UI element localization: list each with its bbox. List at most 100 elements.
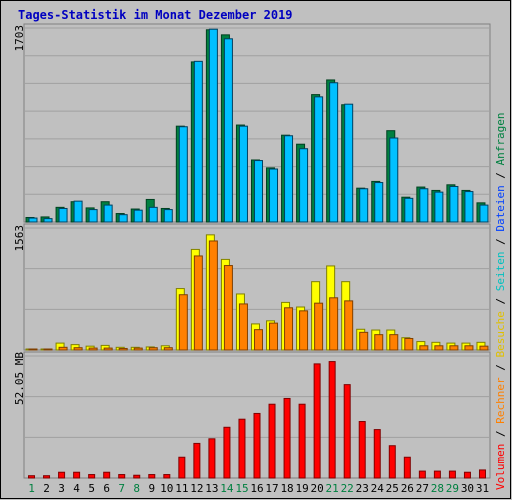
bar-volumen-day-29 [448, 470, 456, 479]
top-panel [23, 23, 491, 223]
legend-separator: / [494, 358, 507, 378]
bar-rechner-day-12 [193, 255, 203, 351]
bar-dateien-day-15 [238, 125, 248, 223]
x-tick-label-day-14: 14 [220, 482, 234, 495]
bottom-panel [23, 351, 491, 479]
legend-separator: / [494, 165, 507, 185]
bar-volumen-day-17 [268, 403, 276, 479]
x-tick-label-day-3: 3 [58, 482, 65, 495]
x-tick-label-day-2: 2 [43, 482, 50, 495]
bar-dateien-day-17 [269, 168, 279, 223]
x-tick-label-day-6: 6 [103, 482, 110, 495]
top-series-dateien [28, 28, 489, 223]
bar-volumen-day-12 [193, 442, 201, 479]
bar-rechner-day-29 [449, 345, 459, 351]
x-tick-label-day-27: 27 [416, 482, 429, 495]
x-tick-label-day-17: 17 [265, 482, 278, 495]
bar-dateien-day-31 [479, 204, 489, 223]
bar-rechner-day-16 [253, 329, 263, 351]
bar-dateien-day-10 [163, 209, 173, 223]
bar-rechner-day-31 [479, 345, 489, 351]
bar-volumen-day-4 [73, 471, 81, 479]
bar-rechner-day-2 [43, 348, 53, 351]
bar-dateien-day-9 [148, 206, 158, 223]
x-tick-label-day-12: 12 [190, 482, 203, 495]
x-tick-label-day-25: 25 [386, 482, 399, 495]
legend-separator: / [494, 291, 507, 311]
bar-volumen-day-9 [148, 474, 156, 479]
bar-volumen-day-30 [463, 471, 471, 479]
bar-dateien-day-21 [329, 82, 339, 223]
bar-rechner-day-13 [208, 240, 218, 351]
bar-volumen-day-10 [163, 474, 171, 479]
bar-rechner-day-19 [299, 310, 309, 351]
legend-volumen: Volumen [494, 444, 507, 490]
legend-anfragen: Anfragen [494, 112, 507, 165]
bar-dateien-day-6 [103, 204, 113, 223]
x-tick-label-day-31: 31 [476, 482, 489, 495]
bar-volumen-day-5 [88, 474, 96, 479]
bar-volumen-day-18 [283, 397, 291, 479]
bar-rechner-day-30 [464, 345, 474, 351]
legend-dateien: Dateien [494, 185, 507, 231]
x-tick-label-day-13: 13 [205, 482, 218, 495]
x-tick-label-day-30: 30 [461, 482, 474, 495]
bar-dateien-day-29 [449, 185, 459, 223]
bar-dateien-day-12 [193, 60, 203, 223]
x-tick-label-day-4: 4 [73, 482, 80, 495]
bar-dateien-day-19 [299, 148, 309, 223]
bar-dateien-day-4 [73, 200, 83, 223]
bar-rechner-day-25 [389, 334, 399, 351]
bar-dateien-day-14 [223, 38, 233, 223]
bottom-series-volumen [28, 361, 486, 479]
bar-volumen-day-3 [58, 471, 66, 479]
bar-volumen-day-21 [328, 361, 336, 479]
x-tick-label-day-8: 8 [133, 482, 140, 495]
bar-volumen-day-23 [358, 421, 366, 479]
x-tick-label-day-1: 1 [28, 482, 35, 495]
middle-panel-max-label: 1563 [13, 225, 26, 252]
bar-rechner-day-14 [223, 265, 233, 351]
bar-volumen-day-7 [118, 474, 126, 479]
bar-dateien-day-13 [208, 28, 218, 223]
bar-dateien-day-27 [419, 188, 429, 223]
bar-rechner-day-1 [28, 348, 38, 351]
legend-separator: / [494, 232, 507, 252]
x-tick-label-day-11: 11 [175, 482, 188, 495]
bar-rechner-day-3 [58, 346, 68, 351]
bar-dateien-day-24 [374, 182, 384, 223]
bar-rechner-day-20 [314, 302, 324, 351]
bar-rechner-day-10 [163, 347, 173, 351]
bar-dateien-day-2 [43, 218, 53, 223]
bar-rechner-day-24 [374, 334, 384, 351]
legend-besuche: Besuche [494, 311, 507, 357]
legend: Volumen / Rechner / Besuche / Seiten / D… [494, 112, 507, 490]
bar-dateien-day-30 [464, 191, 474, 223]
x-axis-labels: 1 2 3 4 5 6 7 8 9 10 11 12 13 14 15 16 17 18 19 20 21 22 23 24 2… [28, 482, 489, 495]
bar-rechner-day-4 [73, 347, 83, 351]
x-tick-label-day-9: 9 [148, 482, 155, 495]
bar-rechner-day-23 [359, 331, 369, 351]
bar-rechner-day-21 [329, 297, 339, 351]
bar-rechner-day-22 [344, 300, 354, 351]
x-tick-label-day-18: 18 [280, 482, 293, 495]
bar-volumen-day-25 [388, 445, 396, 479]
bar-dateien-day-16 [253, 160, 263, 223]
bar-dateien-day-1 [28, 217, 38, 223]
bar-volumen-day-22 [343, 384, 351, 479]
bar-volumen-day-26 [403, 456, 411, 479]
legend-seiten: Seiten [494, 252, 507, 292]
legend-rechner: Rechner [494, 377, 507, 424]
bar-rechner-day-7 [118, 347, 128, 351]
bar-dateien-day-7 [118, 214, 128, 223]
bar-dateien-day-28 [434, 191, 444, 223]
bar-rechner-day-15 [238, 303, 248, 351]
bar-rechner-day-11 [178, 294, 188, 351]
bar-rechner-day-28 [434, 345, 444, 351]
bar-dateien-day-20 [314, 96, 324, 223]
bar-rechner-day-26 [404, 337, 414, 351]
bar-dateien-day-3 [58, 207, 68, 223]
bar-volumen-day-14 [223, 426, 231, 479]
bar-rechner-day-18 [284, 307, 294, 351]
